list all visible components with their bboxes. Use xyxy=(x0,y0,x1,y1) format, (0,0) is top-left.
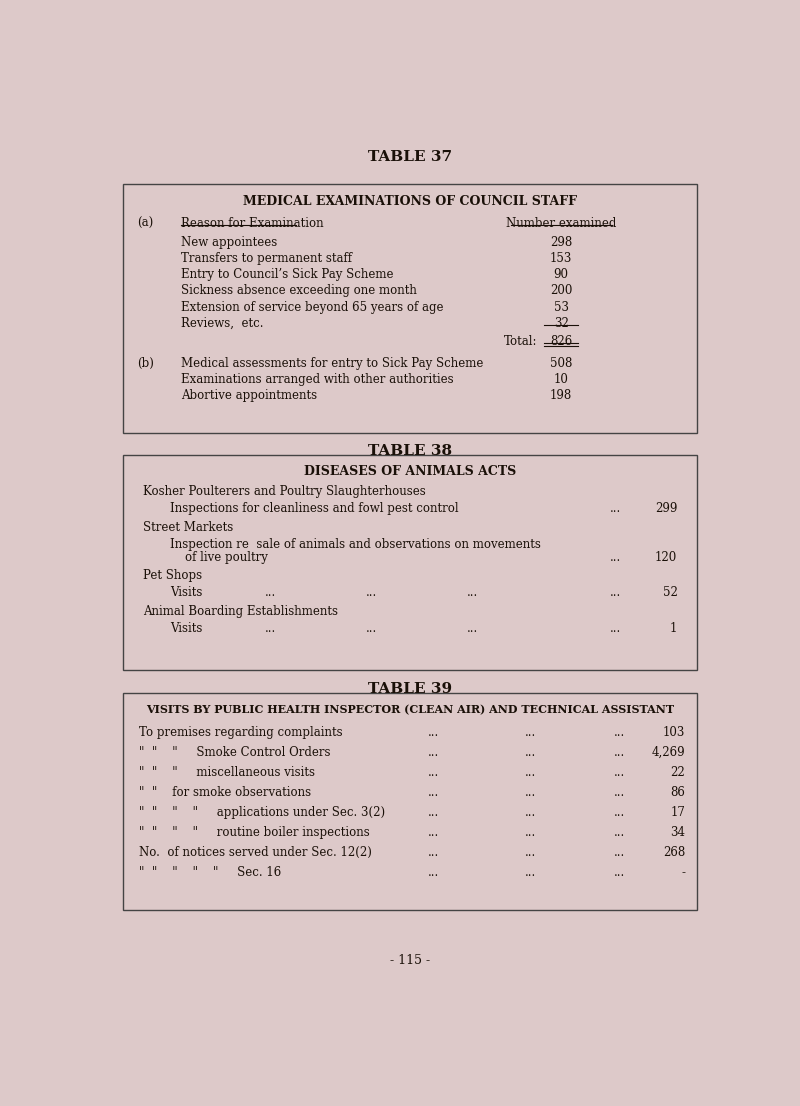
Text: ...: ... xyxy=(428,785,439,799)
Text: ...: ... xyxy=(614,846,625,858)
Text: 34: 34 xyxy=(670,826,685,838)
Text: ...: ... xyxy=(614,866,625,879)
Text: Animal Boarding Establishments: Animal Boarding Establishments xyxy=(142,605,338,618)
Text: New appointees: New appointees xyxy=(182,236,278,249)
Text: ...: ... xyxy=(428,866,439,879)
Text: 53: 53 xyxy=(554,301,569,314)
Text: ...: ... xyxy=(525,805,536,818)
Text: ...: ... xyxy=(265,622,276,635)
Text: ...: ... xyxy=(614,765,625,779)
Text: Inspection re  sale of animals and observations on movements: Inspection re sale of animals and observ… xyxy=(170,538,541,551)
Text: ...: ... xyxy=(428,765,439,779)
Text: 298: 298 xyxy=(550,236,572,249)
Text: To premises regarding complaints: To premises regarding complaints xyxy=(138,726,342,739)
Text: ...: ... xyxy=(610,622,621,635)
Text: of live poultry: of live poultry xyxy=(186,551,268,564)
Text: TABLE 37: TABLE 37 xyxy=(368,150,452,165)
Text: 268: 268 xyxy=(663,846,685,858)
Text: 198: 198 xyxy=(550,389,572,403)
Text: ...: ... xyxy=(610,502,621,515)
Text: ...: ... xyxy=(428,846,439,858)
Text: Kosher Poulterers and Poultry Slaughterhouses: Kosher Poulterers and Poultry Slaughterh… xyxy=(142,486,426,499)
Text: Inspections for cleanliness and fowl pest control: Inspections for cleanliness and fowl pes… xyxy=(170,502,458,515)
Text: Sickness absence exceeding one month: Sickness absence exceeding one month xyxy=(182,284,418,298)
Text: 86: 86 xyxy=(670,785,685,799)
Text: Reviews,  etc.: Reviews, etc. xyxy=(182,316,264,330)
Text: ...: ... xyxy=(466,622,478,635)
Bar xyxy=(123,455,697,670)
Text: "  "    "    "    "     Sec. 16: " " " " " Sec. 16 xyxy=(138,866,281,879)
Text: 4,269: 4,269 xyxy=(651,745,685,759)
Text: Transfers to permanent staff: Transfers to permanent staff xyxy=(182,252,352,265)
Text: ...: ... xyxy=(610,551,621,564)
Text: 90: 90 xyxy=(554,269,569,281)
Text: ...: ... xyxy=(525,745,536,759)
Text: 826: 826 xyxy=(550,335,572,348)
Text: 153: 153 xyxy=(550,252,572,265)
Text: - 115 -: - 115 - xyxy=(390,953,430,967)
Text: Total:: Total: xyxy=(504,335,538,348)
Text: "  "    "    "     applications under Sec. 3(2): " " " " applications under Sec. 3(2) xyxy=(138,805,385,818)
Text: Visits: Visits xyxy=(170,586,202,599)
Text: 299: 299 xyxy=(655,502,678,515)
Text: ...: ... xyxy=(366,586,377,599)
Text: Extension of service beyond 65 years of age: Extension of service beyond 65 years of … xyxy=(182,301,444,314)
Text: TABLE 38: TABLE 38 xyxy=(368,444,452,458)
Text: -: - xyxy=(681,866,685,879)
Text: Reason for Examination: Reason for Examination xyxy=(182,217,324,230)
Text: ...: ... xyxy=(610,586,621,599)
Text: ...: ... xyxy=(265,586,276,599)
Text: Medical assessments for entry to Sick Pay Scheme: Medical assessments for entry to Sick Pa… xyxy=(182,357,484,369)
Text: ...: ... xyxy=(525,785,536,799)
Text: DISEASES OF ANIMALS ACTS: DISEASES OF ANIMALS ACTS xyxy=(304,466,516,479)
Text: 120: 120 xyxy=(655,551,678,564)
Text: No.  of notices served under Sec. 12(2): No. of notices served under Sec. 12(2) xyxy=(138,846,372,858)
Text: 103: 103 xyxy=(662,726,685,739)
Text: Examinations arranged with other authorities: Examinations arranged with other authori… xyxy=(182,373,454,386)
Text: ...: ... xyxy=(525,765,536,779)
Text: Visits: Visits xyxy=(170,622,202,635)
Text: Abortive appointments: Abortive appointments xyxy=(182,389,318,403)
Text: ...: ... xyxy=(614,805,625,818)
Text: ...: ... xyxy=(525,826,536,838)
Text: "  "    "     miscellaneous visits: " " " miscellaneous visits xyxy=(138,765,314,779)
Text: ...: ... xyxy=(614,745,625,759)
Text: ...: ... xyxy=(428,826,439,838)
Text: ...: ... xyxy=(614,785,625,799)
Text: ...: ... xyxy=(466,586,478,599)
Text: ...: ... xyxy=(525,726,536,739)
Text: TABLE 39: TABLE 39 xyxy=(368,681,452,696)
Text: MEDICAL EXAMINATIONS OF COUNCIL STAFF: MEDICAL EXAMINATIONS OF COUNCIL STAFF xyxy=(243,195,577,208)
Text: 200: 200 xyxy=(550,284,572,298)
Text: 22: 22 xyxy=(670,765,685,779)
Text: 17: 17 xyxy=(670,805,685,818)
Text: ...: ... xyxy=(366,622,377,635)
Text: VISITS BY PUBLIC HEALTH INSPECTOR (CLEAN AIR) AND TECHNICAL ASSISTANT: VISITS BY PUBLIC HEALTH INSPECTOR (CLEAN… xyxy=(146,705,674,716)
Text: ...: ... xyxy=(428,745,439,759)
Text: ...: ... xyxy=(614,826,625,838)
Text: ...: ... xyxy=(428,726,439,739)
Text: Street Markets: Street Markets xyxy=(142,521,233,534)
Text: ...: ... xyxy=(614,726,625,739)
Text: ...: ... xyxy=(428,805,439,818)
Text: Entry to Council’s Sick Pay Scheme: Entry to Council’s Sick Pay Scheme xyxy=(182,269,394,281)
Text: 508: 508 xyxy=(550,357,572,369)
Text: "  "    "     Smoke Control Orders: " " " Smoke Control Orders xyxy=(138,745,330,759)
Text: 10: 10 xyxy=(554,373,569,386)
Text: Number examined: Number examined xyxy=(506,217,616,230)
Text: 52: 52 xyxy=(662,586,678,599)
Text: ...: ... xyxy=(525,846,536,858)
Text: "  "    "    "     routine boiler inspections: " " " " routine boiler inspections xyxy=(138,826,370,838)
Text: "  "    for smoke observations: " " for smoke observations xyxy=(138,785,311,799)
Text: 1: 1 xyxy=(670,622,678,635)
Text: ...: ... xyxy=(525,866,536,879)
Text: Pet Shops: Pet Shops xyxy=(142,570,202,583)
Bar xyxy=(123,693,697,910)
Text: 32: 32 xyxy=(554,316,569,330)
Text: (b): (b) xyxy=(138,357,154,369)
Bar xyxy=(123,185,697,434)
Text: (a): (a) xyxy=(138,217,154,230)
